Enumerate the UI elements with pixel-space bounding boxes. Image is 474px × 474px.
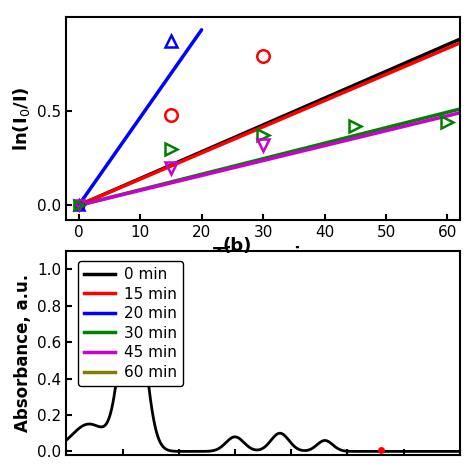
Y-axis label: Absorbance, a.u.: Absorbance, a.u. bbox=[14, 274, 32, 432]
Text: (b): (b) bbox=[222, 237, 252, 255]
X-axis label: Time, min: Time, min bbox=[213, 246, 313, 264]
Legend: 0 min, 15 min, 20 min, 30 min, 45 min, 60 min: 0 min, 15 min, 20 min, 30 min, 45 min, 6… bbox=[78, 261, 183, 386]
Y-axis label: ln(I$_0$/I): ln(I$_0$/I) bbox=[11, 86, 32, 151]
